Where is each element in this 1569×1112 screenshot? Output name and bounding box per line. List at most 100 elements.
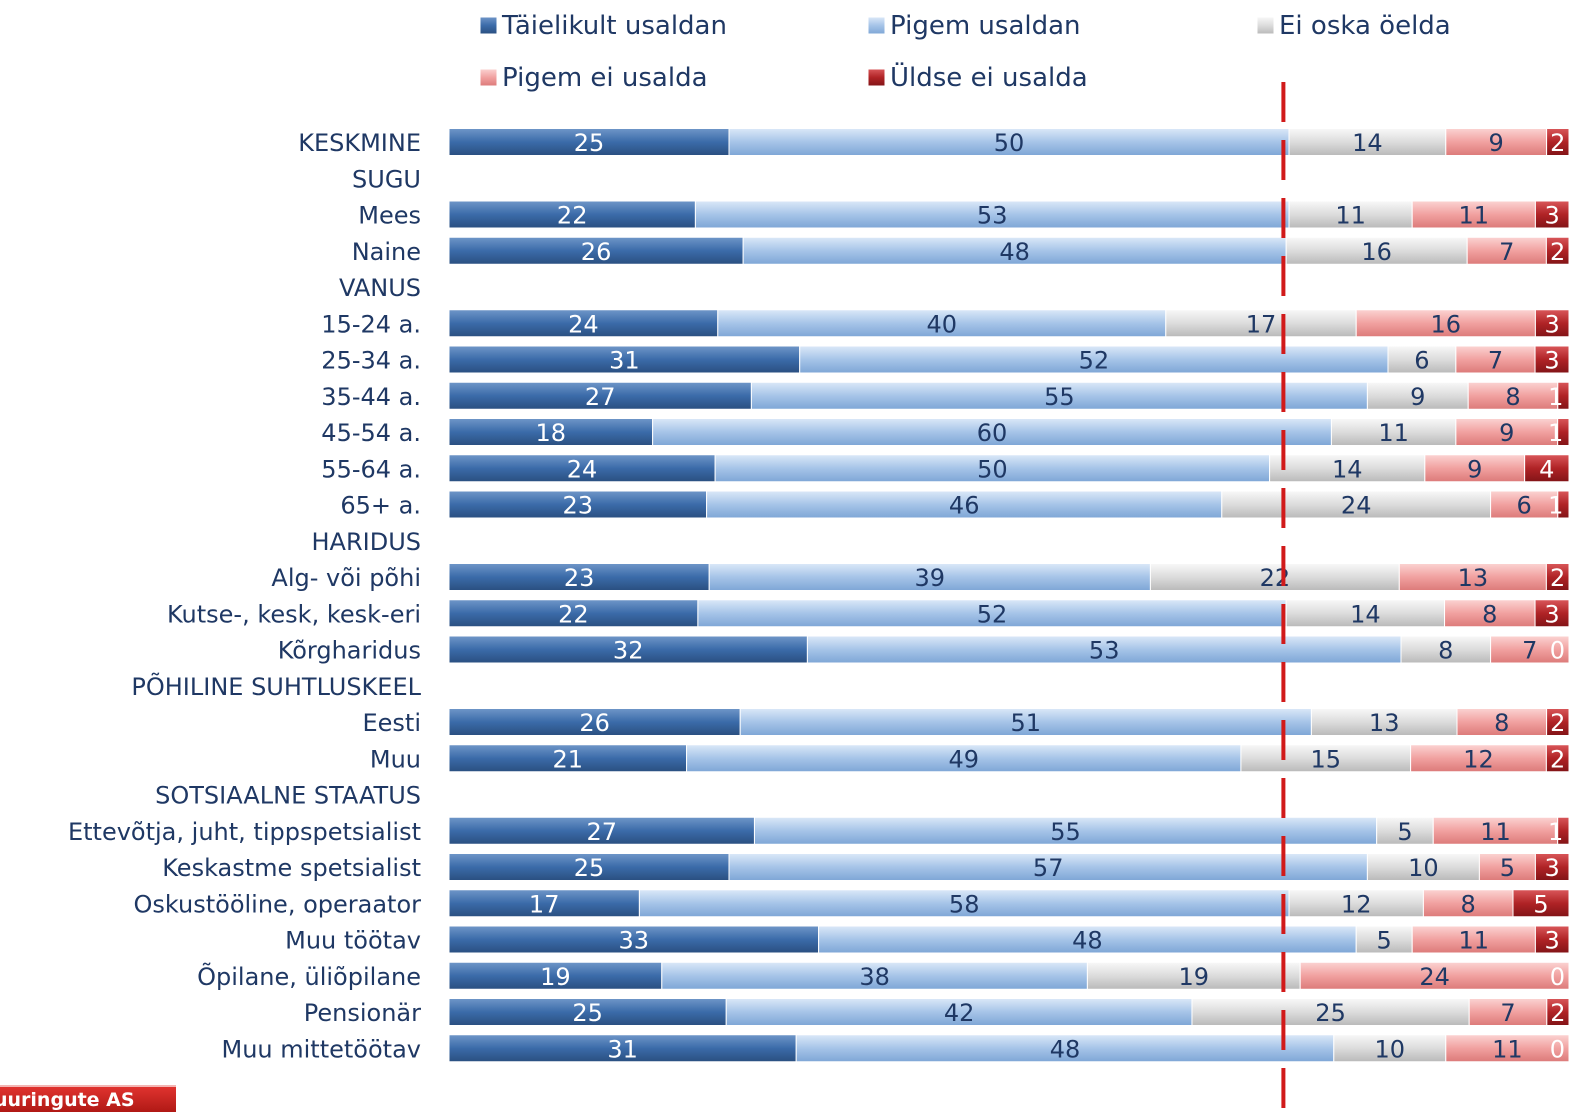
bar-value-label: 53 — [977, 202, 1008, 230]
bar-value-label: 13 — [1458, 564, 1489, 592]
bar-segment-ei-oska-oelda — [1288, 128, 1447, 156]
bar-value-label: 5 — [1533, 890, 1548, 918]
bar-segment-taielikult-usaldan — [448, 961, 663, 990]
legend-swatch-uldse-ei-usalda — [867, 68, 886, 87]
bar-segment-pigem-ei-usalda — [1467, 381, 1559, 410]
bar-value-label: 7 — [1522, 637, 1537, 665]
bar-value-label: 50 — [994, 129, 1025, 157]
bar-value-label: 19 — [540, 963, 571, 991]
bar-segment-uldse-ei-usalda — [1534, 599, 1569, 628]
bar-segment-ei-oska-oelda — [1285, 599, 1446, 628]
bar-segment-taielikult-usaldan — [448, 708, 741, 736]
bar-value-label: 24 — [567, 455, 598, 483]
bar-value-label: 26 — [581, 238, 612, 266]
bar-segment-ei-oska-oelda — [1191, 998, 1470, 1026]
bar-segment-pigem-usaldan — [799, 345, 1389, 374]
bar-value-label: 24 — [568, 310, 599, 338]
bar-segment-taielikult-usaldan — [448, 635, 808, 664]
bar-value-label: 24 — [1341, 492, 1372, 520]
bar-segment-ei-oska-oelda — [1387, 345, 1457, 374]
bar-value-label: 2 — [1550, 129, 1565, 157]
bar-segment-taielikult-usaldan — [448, 925, 820, 954]
bar-value-label: 8 — [1438, 637, 1453, 665]
bar-segment-uldse-ei-usalda — [1557, 381, 1569, 410]
legend-swatch-ei-oska-oelda — [1256, 16, 1275, 35]
bar-value-label: 50 — [977, 455, 1008, 483]
bar-segment-taielikult-usaldan — [448, 853, 730, 881]
bar-segment-ei-oska-oelda — [1400, 635, 1492, 664]
row-label: 45-54 a. — [321, 419, 421, 447]
bar-segment-ei-oska-oelda — [1149, 563, 1400, 591]
bar-segment-pigem-ei-usalda — [1478, 853, 1536, 881]
bar-segment-pigem-ei-usalda — [1445, 1034, 1569, 1063]
bar-segment-pigem-usaldan — [706, 490, 1223, 519]
bar-value-label: 11 — [1335, 202, 1366, 230]
bar-value-label: 9 — [1499, 419, 1514, 447]
row-label: Ettevõtja, juht, tippspetsialist — [68, 818, 421, 846]
bar-value-label: 13 — [1369, 709, 1400, 737]
bar-value-label: 48 — [999, 238, 1030, 266]
bar-segment-pigem-ei-usalda — [1444, 599, 1536, 628]
legend-label-taielikult-usaldan: Täielikult usaldan — [501, 11, 727, 41]
bar-value-label: 8 — [1482, 600, 1497, 628]
bar-value-label: 14 — [1332, 455, 1363, 483]
row-label: Pensionär — [304, 999, 421, 1027]
bar-segment-uldse-ei-usalda — [1534, 309, 1569, 338]
bar-value-label: 14 — [1350, 600, 1381, 628]
bar-segment-pigem-ei-usalda — [1410, 744, 1547, 773]
bar-segment-taielikult-usaldan — [448, 889, 640, 918]
bar-value-label: 58 — [949, 890, 980, 918]
category-header: SUGU — [352, 165, 421, 193]
bar-value-label: 11 — [1459, 202, 1490, 230]
bar-value-label: 5 — [1500, 854, 1515, 882]
bar-value-label: 8 — [1494, 709, 1509, 737]
row-label: 65+ a. — [340, 492, 421, 520]
bar-value-label: 48 — [1050, 1035, 1081, 1063]
bar-value-label: 2 — [1550, 238, 1565, 266]
bar-value-label: 3 — [1544, 600, 1559, 628]
bar-value-label: 6 — [1414, 347, 1429, 375]
row-label: Eesti — [362, 709, 421, 737]
bar-value-label: 3 — [1545, 854, 1560, 882]
bar-value-label: 42 — [944, 999, 975, 1027]
row-label: KESKMINE — [298, 129, 421, 157]
bar-value-label: 8 — [1461, 890, 1476, 918]
bar-value-label: 1 — [1548, 818, 1563, 846]
bar-value-label: 2 — [1550, 999, 1565, 1027]
legend-swatch-pigem-usaldan — [867, 16, 886, 35]
row-label: 15-24 a. — [321, 310, 421, 338]
bar-value-label: 14 — [1352, 129, 1383, 157]
bar-value-label: 52 — [977, 600, 1008, 628]
bar-value-label: 12 — [1341, 890, 1372, 918]
bar-segment-pigem-ei-usalda — [1355, 309, 1536, 338]
bar-segment-uldse-ei-usalda — [1545, 563, 1569, 591]
bar-value-label: 26 — [579, 709, 610, 737]
bar-value-label: 46 — [949, 492, 980, 520]
bar-value-label: 27 — [585, 383, 616, 411]
bar-segment-pigem-ei-usalda — [1455, 418, 1559, 446]
bar-segment-ei-oska-oelda — [1310, 708, 1458, 736]
bar-value-label: 2 — [1550, 745, 1565, 773]
category-header: VANUS — [339, 274, 421, 302]
bar-segment-uldse-ei-usalda — [1557, 816, 1569, 845]
row-label: Muu mittetöötav — [222, 1035, 422, 1063]
bar-value-label: 38 — [859, 963, 890, 991]
bar-segment-pigem-usaldan — [708, 563, 1151, 591]
bar-segment-pigem-usaldan — [750, 381, 1368, 410]
bar-value-label: 18 — [536, 419, 567, 447]
bar-segment-pigem-usaldan — [795, 1034, 1335, 1063]
bar-value-label: 16 — [1361, 238, 1392, 266]
row-label: Muu — [370, 745, 421, 773]
bar-segment-pigem-ei-usalda — [1411, 925, 1536, 954]
bar-segment-ei-oska-oelda — [1376, 816, 1434, 845]
company-logo: uuringute AS — [0, 1085, 176, 1112]
bar-value-label: 4 — [1539, 455, 1554, 483]
bar-value-label: 52 — [1079, 347, 1110, 375]
row-label: Naine — [352, 238, 421, 266]
bar-segment-uldse-ei-usalda — [1534, 925, 1569, 954]
legend: Täielikult usaldan Pigem usaldan Ei oska ö… — [479, 11, 1451, 93]
bar-segment-taielikult-usaldan — [448, 998, 727, 1026]
bar-segment-pigem-usaldan — [661, 961, 1088, 990]
legend-label-uldse-ei-usalda: Üldse ei usalda — [890, 61, 1088, 93]
